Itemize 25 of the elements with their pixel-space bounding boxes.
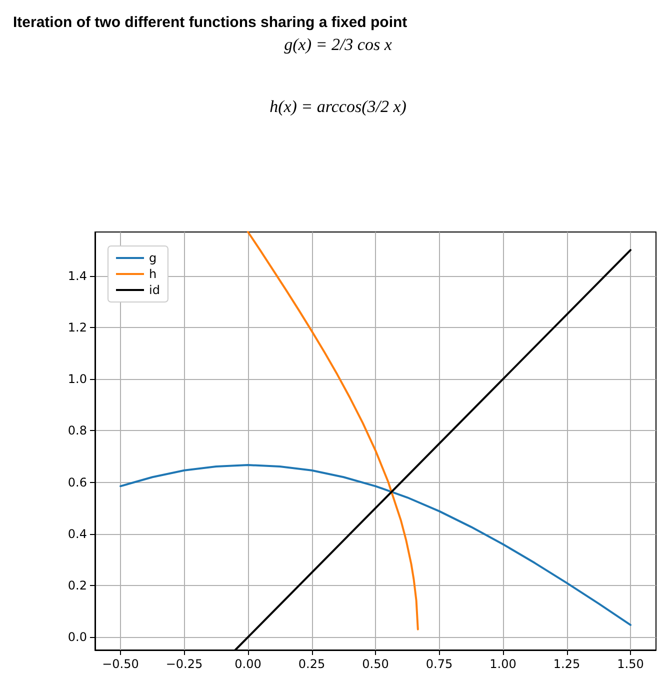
y-tick-label: 1.4 [68, 268, 87, 283]
y-tick-label: 0.6 [68, 475, 87, 490]
legend-label: id [149, 283, 160, 297]
y-tick-label: 1.0 [68, 372, 87, 386]
line-series [247, 231, 419, 630]
legend-label: h [149, 267, 157, 281]
line-series [120, 464, 632, 626]
x-tick-label: 1.25 [553, 657, 580, 671]
x-tick-label: 0.25 [298, 657, 326, 671]
text: h(x) = arccos(3/2 x) [270, 97, 407, 116]
y-tick-label: 0.4 [68, 526, 87, 541]
y-tick-label: 0.8 [68, 424, 87, 438]
x-tick-label: −0.25 [166, 657, 203, 671]
x-tick-label: 0.75 [426, 657, 453, 671]
x-tick-label: 1.00 [490, 657, 516, 671]
x-tick-label: −0.50 [102, 657, 139, 671]
y-tick-label: 1.2 [68, 320, 87, 334]
x-tick-label: 0.50 [362, 657, 389, 671]
x-tick-label: 1.50 [617, 657, 644, 671]
x-tick-label: 0.00 [234, 657, 262, 671]
text: g(x) = 2/3 cos x [284, 35, 392, 54]
y-tick-label: 0.2 [68, 578, 87, 592]
legend-label: g [149, 251, 157, 265]
chart-title: Iteration of two different functions sharing a fixed point [13, 14, 408, 31]
y-tick-label: 0.0 [68, 630, 87, 644]
